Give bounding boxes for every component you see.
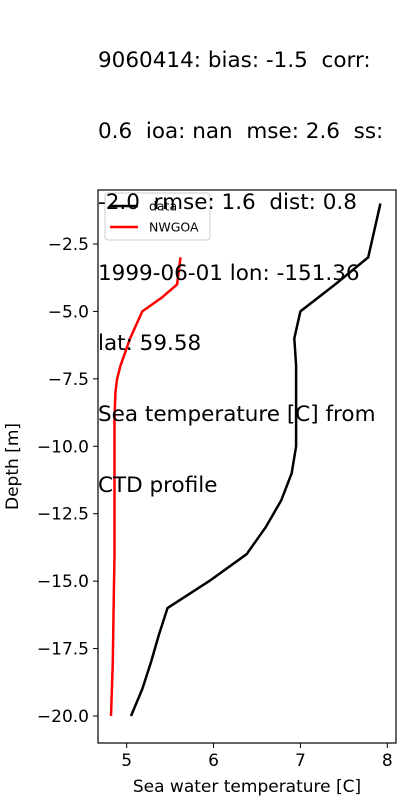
title-line: 0.6 ioa: nan mse: 2.6 ss: <box>98 118 384 144</box>
y-tick-label: −7.5 <box>48 370 89 390</box>
y-tick-label: −17.5 <box>37 640 89 660</box>
plot-frame <box>97 189 397 744</box>
y-tick-label: −15.0 <box>37 572 89 592</box>
y-tick-label: −20.0 <box>37 707 89 727</box>
y-tick-label: −2.5 <box>48 235 89 255</box>
series-layer <box>109 203 382 717</box>
title-line: 1999-06-01 lon: -151.36 <box>98 260 360 286</box>
legend-label-data: data <box>149 199 177 214</box>
series-line-data <box>129 203 382 717</box>
legend: data NWGOA <box>104 192 211 241</box>
y-tick-label: −5.0 <box>48 302 89 322</box>
title-line: 9060414: bias: -1.5 corr: <box>98 48 371 74</box>
x-tick-label: 7 <box>295 751 306 771</box>
series-line-nwgoa <box>109 257 182 717</box>
x-axis: 5 6 7 8 <box>121 743 393 771</box>
legend-label-nwgoa: NWGOA <box>149 220 199 235</box>
y-axis: −2.5 −5.0 −7.5 −10.0 −12.5 −15.0 −17.5 −20.0 <box>37 235 98 727</box>
x-axis-label: Sea water temperature [C] <box>133 777 361 797</box>
y-tick-label: −12.5 <box>37 505 89 525</box>
x-tick-label: 5 <box>121 751 132 771</box>
y-axis-label: Depth [m] <box>3 423 23 510</box>
title-line: -2.0 rmse: 1.6 dist: 0.8 <box>98 189 357 215</box>
title-line: CTD profile <box>98 472 218 498</box>
y-tick-label: −10.0 <box>37 437 89 457</box>
chart-title: 9060414: bias: -1.5 corr: 0.6 ioa: nan m… <box>98 2 398 521</box>
x-tick-label: 8 <box>382 751 393 771</box>
x-tick-label: 6 <box>208 751 219 771</box>
title-line: Sea temperature [C] from <box>98 402 376 428</box>
title-line: lat: 59.58 <box>98 331 202 357</box>
